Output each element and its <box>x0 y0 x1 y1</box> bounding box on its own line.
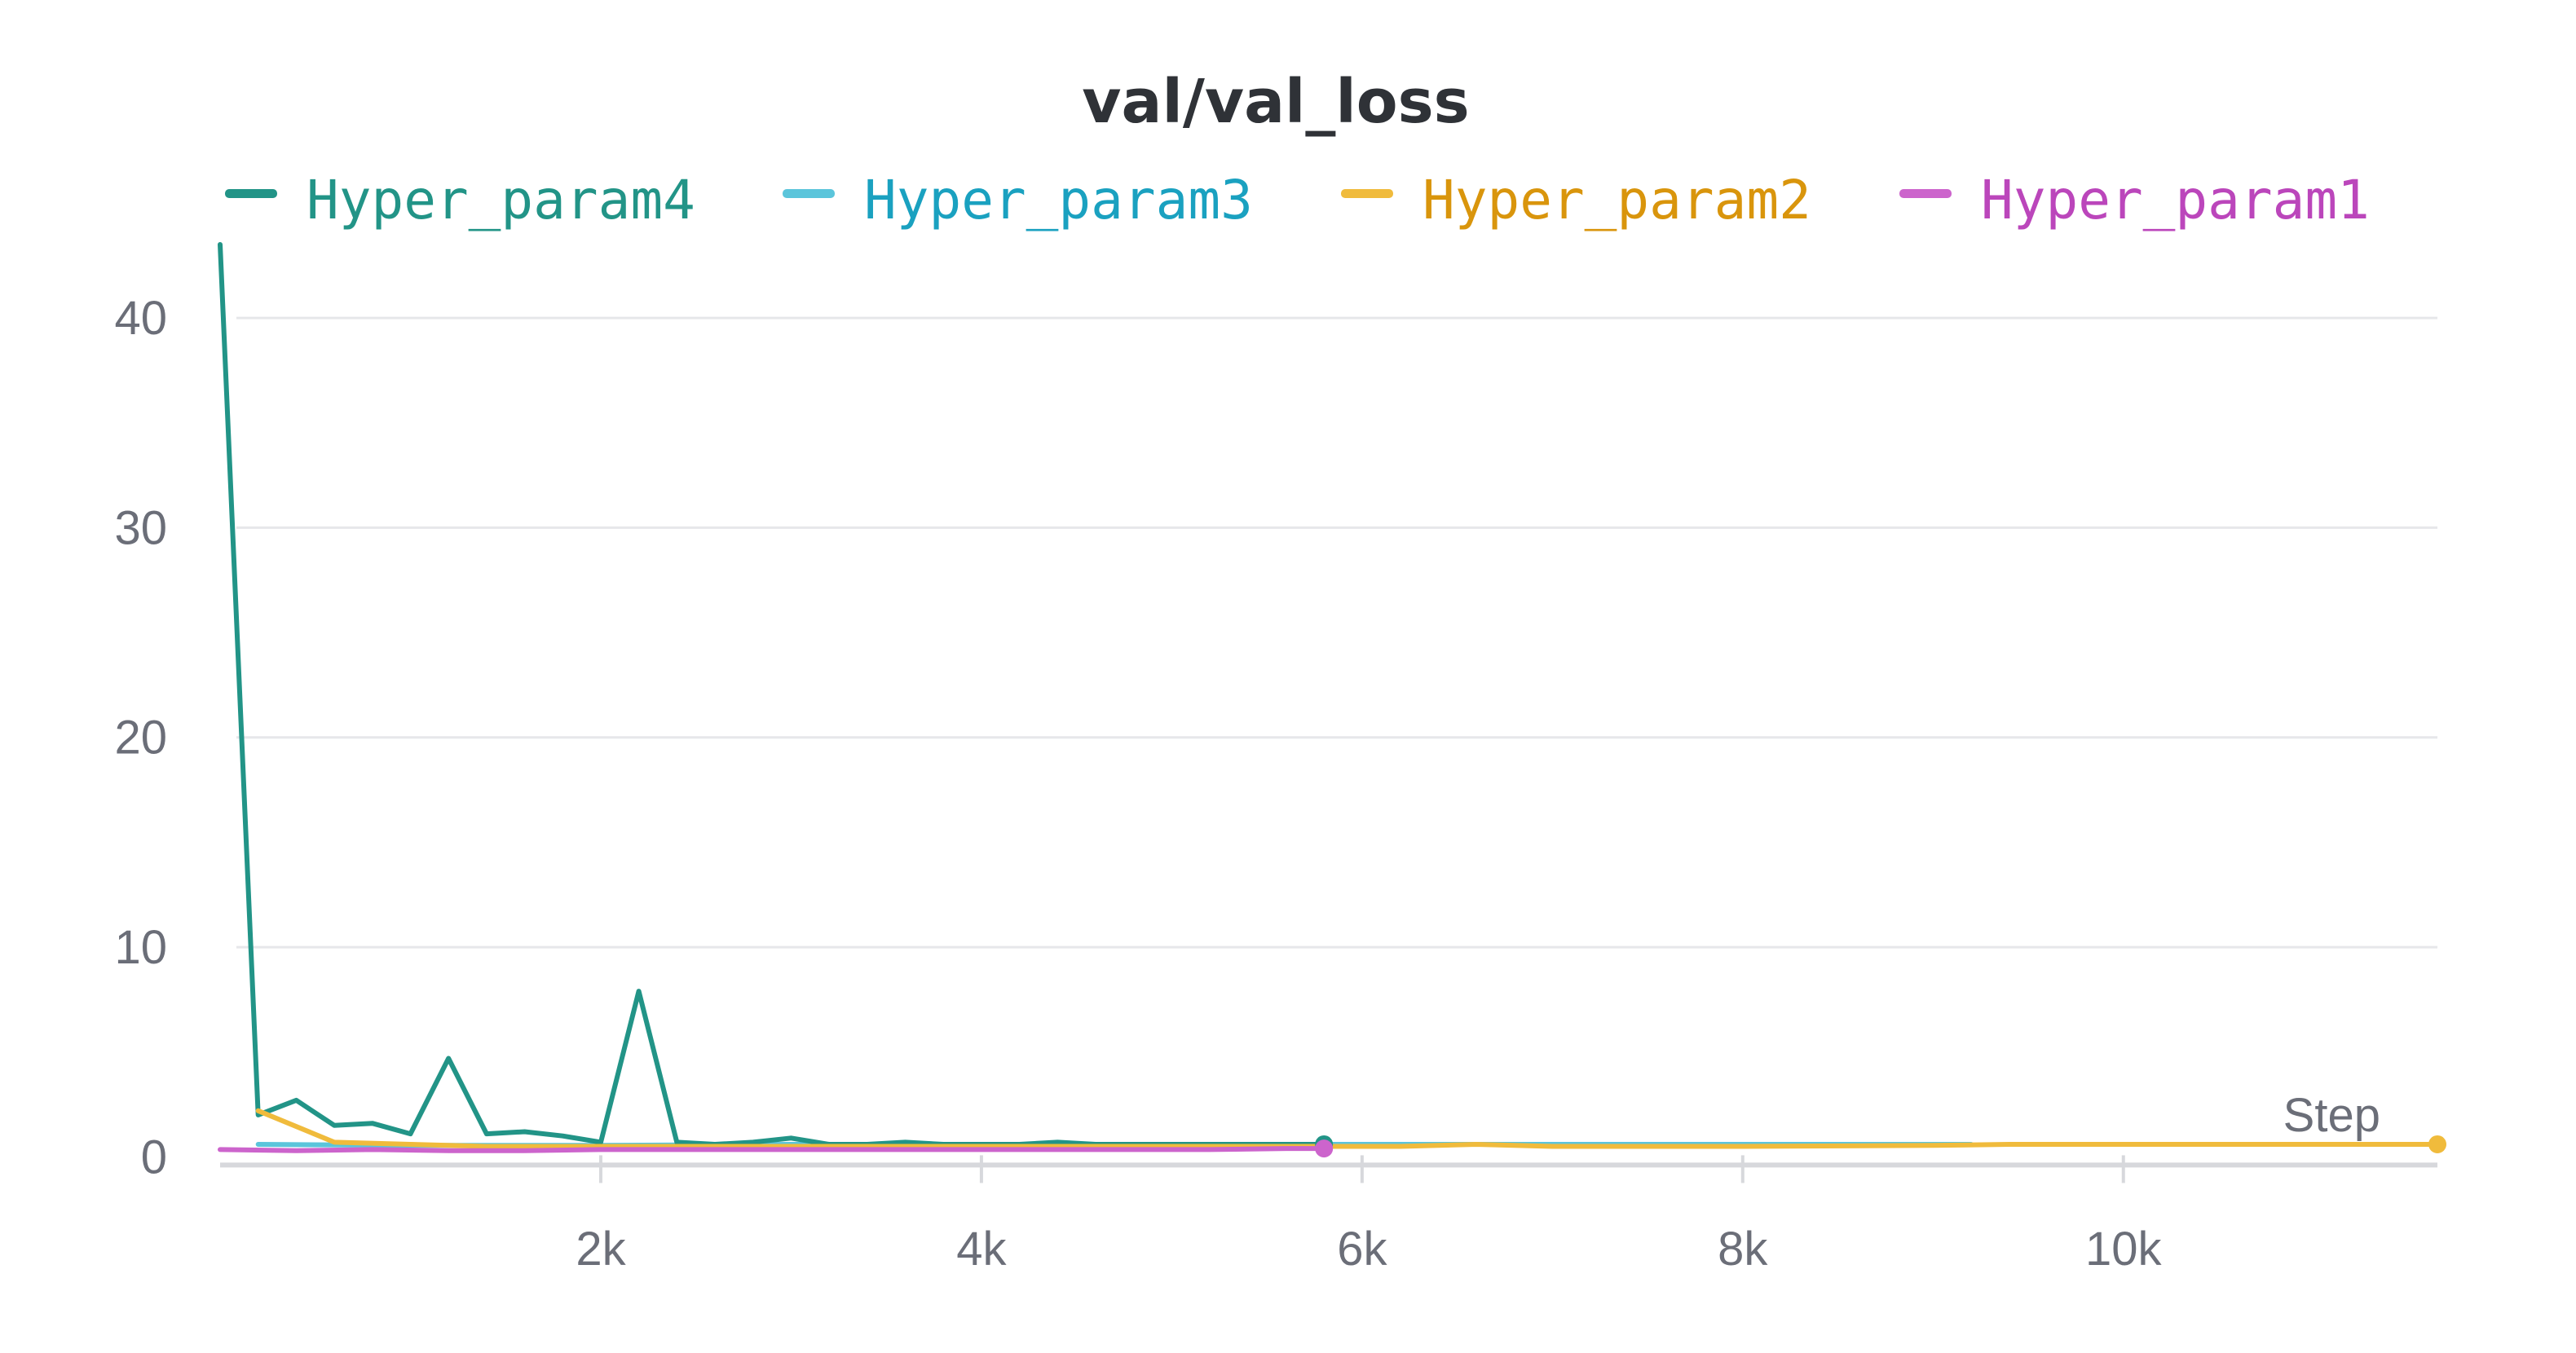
legend-item[interactable]: Hyper_param2 <box>1341 169 1811 231</box>
x-tick-label: 4k <box>956 1223 1007 1276</box>
x-axis-label: Step <box>2283 1089 2380 1142</box>
legend-item[interactable]: Hyper_param3 <box>783 169 1253 231</box>
y-tick-label: 0 <box>141 1130 167 1183</box>
legend-swatch <box>1899 189 1952 198</box>
x-tick-label: 6k <box>1337 1223 1387 1276</box>
legend-label: Hyper_param2 <box>1423 169 1811 231</box>
legend-item[interactable]: Hyper_param1 <box>1899 169 2370 231</box>
y-tick-label: 20 <box>114 712 167 765</box>
series-line-hyper-param4[interactable] <box>218 242 1327 1147</box>
legend: Hyper_param4 Hyper_param3 Hyper_param2 Hype… <box>225 169 2370 231</box>
legend-swatch <box>1341 189 1393 198</box>
legend-label: Hyper_param1 <box>1981 169 2370 231</box>
series-line-hyper-param1[interactable] <box>218 1146 1327 1153</box>
x-axis: 2k 4k 6k 8k 10k <box>576 1155 2163 1276</box>
legend-label: Hyper_param4 <box>307 169 695 231</box>
legend-item[interactable]: Hyper_param4 <box>225 169 695 231</box>
series-end-point <box>1315 1139 1334 1158</box>
y-tick-label: 30 <box>114 501 167 554</box>
series-lines <box>218 242 2440 1153</box>
x-tick-label: 2k <box>576 1223 626 1276</box>
chart-title: val/val_loss <box>1082 67 1469 137</box>
x-tick-label: 8k <box>1718 1223 1768 1276</box>
legend-swatch <box>783 189 835 198</box>
legend-label: Hyper_param3 <box>864 169 1253 231</box>
series-end-markers <box>1315 1135 2446 1158</box>
y-tick-label: 40 <box>114 292 167 345</box>
y-tick-label: 10 <box>114 921 167 974</box>
legend-swatch <box>225 189 277 198</box>
x-tick-label: 10k <box>2085 1223 2163 1276</box>
series-end-point <box>2428 1135 2446 1153</box>
y-axis: 0 10 20 30 40 <box>114 292 167 1183</box>
gridlines <box>220 316 2437 1168</box>
